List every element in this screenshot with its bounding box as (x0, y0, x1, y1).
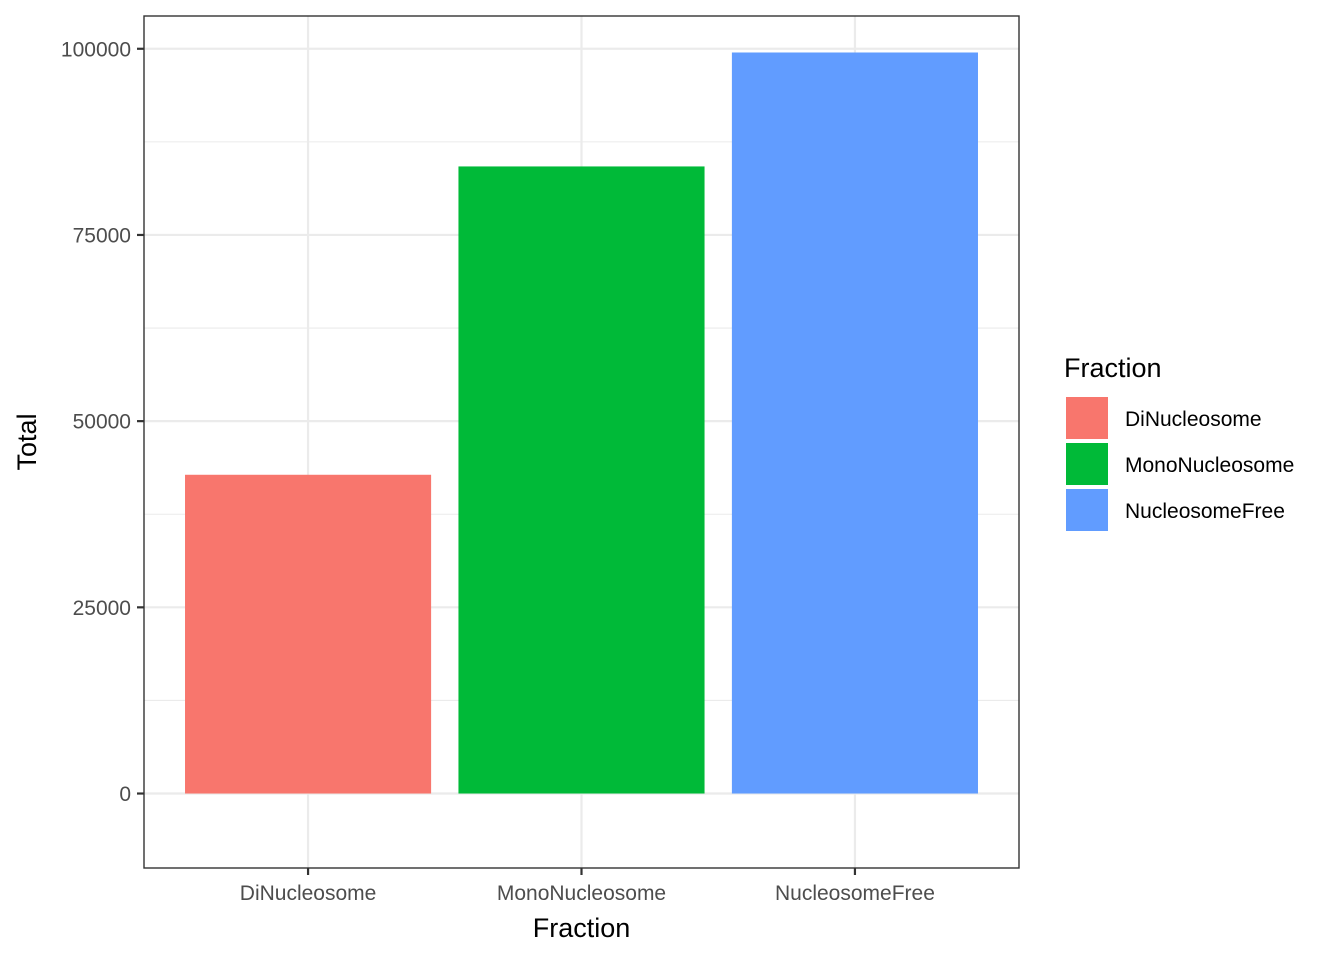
y-tick-label: 50000 (73, 411, 131, 434)
bar-mononucleosome (458, 166, 705, 794)
x-tick-label: NucleosomeFree (775, 882, 935, 905)
legend-label-nucleosomefree: NucleosomeFree (1125, 500, 1285, 523)
legend-label-dinucleosome: DiNucleosome (1125, 408, 1262, 431)
x-tick-label: MonoNucleosome (497, 882, 666, 905)
legend-title: Fraction (1064, 353, 1162, 383)
legend-items: DiNucleosome MonoNucleosome NucleosomeFree (1066, 397, 1294, 531)
y-tick-label: 25000 (73, 597, 131, 620)
y-axis-title: Total (12, 413, 42, 470)
legend-swatch-dinucleosome (1066, 397, 1108, 439)
x-axis: DiNucleosome MonoNucleosome NucleosomeFree (240, 868, 935, 905)
bar-dinucleosome (185, 474, 432, 794)
y-axis: 0 25000 50000 75000 100000 (61, 38, 144, 806)
legend-swatch-mononucleosome (1066, 443, 1108, 485)
bar-nucleosomefree (731, 52, 978, 794)
x-tick-label: DiNucleosome (240, 882, 377, 905)
y-tick-label: 75000 (73, 224, 131, 247)
y-tick-label: 100000 (61, 38, 131, 61)
y-tick-label: 0 (119, 783, 131, 806)
legend-swatch-nucleosomefree (1066, 489, 1108, 531)
bars (185, 52, 978, 794)
legend: Fraction DiNucleosome MonoNucleosome Nucle… (1064, 353, 1294, 531)
legend-label-mononucleosome: MonoNucleosome (1125, 454, 1294, 477)
x-axis-title: Fraction (533, 913, 631, 943)
